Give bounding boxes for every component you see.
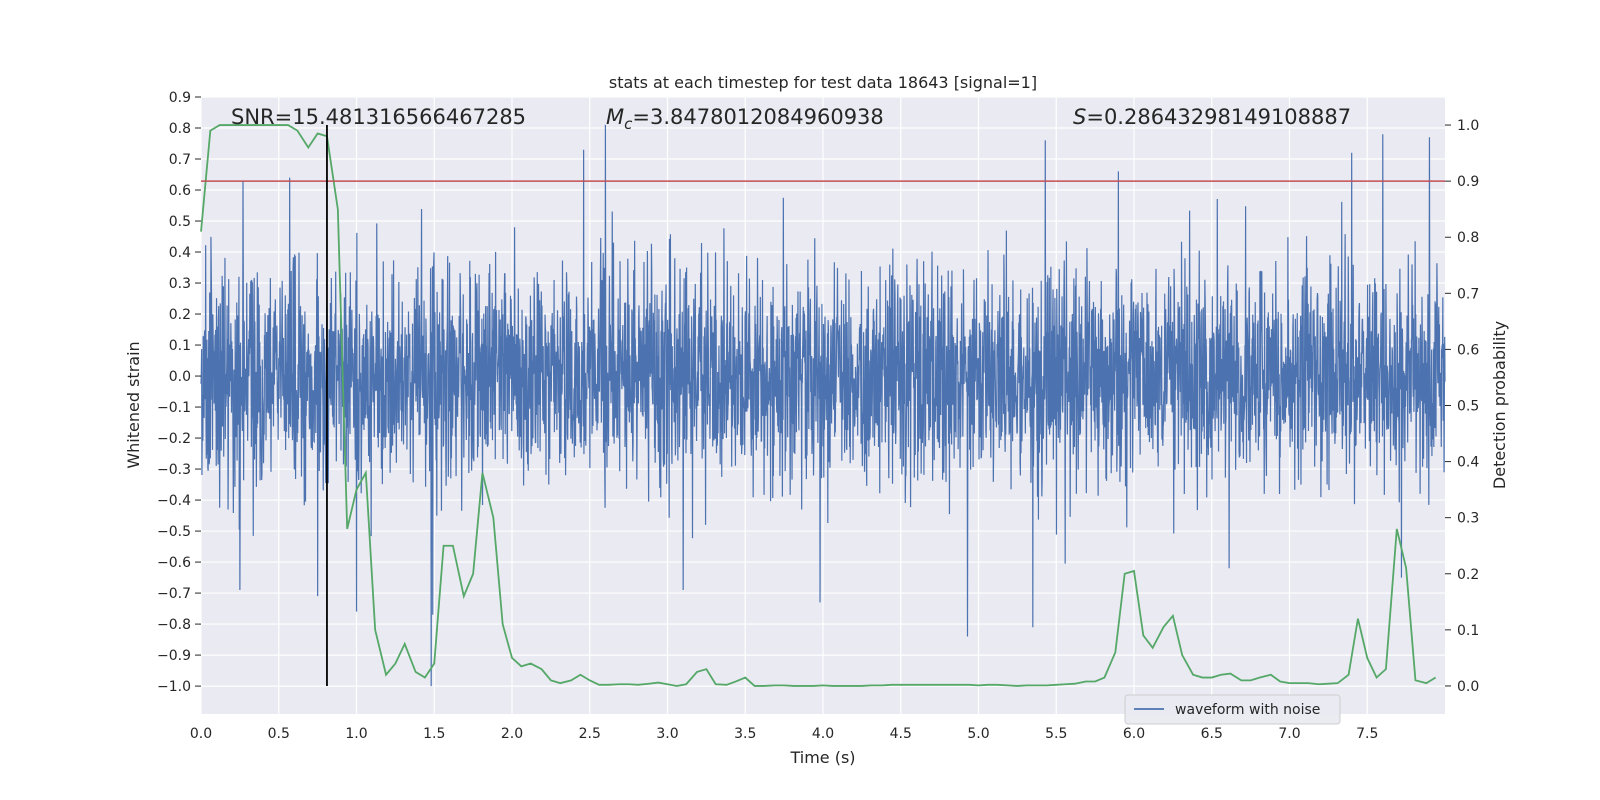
spin-annotation: S=0.28643298149108887 [1073,105,1351,129]
y-left-tick-label: −0.4 [157,493,191,509]
probability-line [200,124,1437,687]
y-right-tick-label: 0.3 [1457,511,1479,527]
y-axis-right-label: Detection probability [1490,321,1509,489]
x-tick-label: 7.0 [1278,726,1300,742]
x-axis-ticks: 0.0 0.5 1.0 1.5 2.0 2.5 3.0 3.5 4.0 4.5 5.0 5.5 6.0 6… [190,726,1379,742]
y-axis-right-ticks: 1.0 0.9 0.8 0.7 0.6 0.5 0.4 0.3 0.2 0.1 0.0 [1445,118,1479,695]
y-left-tick-label: −0.9 [157,648,191,664]
y-left-tick-label: 0.4 [169,245,191,261]
y-left-tick-label: 0.7 [169,152,191,168]
x-tick-label: 5.5 [1045,726,1067,742]
y-right-tick-label: 1.0 [1457,118,1479,134]
probability-series [200,124,1437,687]
x-tick-label: 4.5 [890,726,912,742]
y-left-tick-label: 0.6 [169,183,191,199]
y-left-tick-label: 0.1 [169,338,191,354]
y-right-tick-label: 0.1 [1457,623,1479,639]
legend-label: waveform with noise [1175,702,1320,718]
chirp-mass-symbol: M [606,105,624,129]
reference-lines [201,125,1445,686]
y-right-tick-label: 0.2 [1457,567,1479,583]
y-right-tick-label: 0.4 [1457,455,1479,471]
x-tick-label: 6.5 [1201,726,1223,742]
y-right-tick-label: 0.7 [1457,286,1479,302]
x-tick-label: 0.0 [190,726,212,742]
y-left-tick-label: 0.5 [169,214,191,230]
x-tick-label: 4.0 [812,726,834,742]
y-left-tick-label: −0.7 [157,586,191,602]
legend: waveform with noise [1124,694,1341,725]
y-right-tick-label: 0.5 [1457,399,1479,415]
x-tick-label: 1.5 [423,726,445,742]
waveform-series [200,124,1446,687]
chirp-mass-annotation: Mc=3.8478012084960938 [606,105,884,133]
y-left-tick-label: 0.0 [169,369,191,385]
x-axis-label: Time (s) [789,748,855,767]
y-left-tick-label: −0.1 [157,400,191,416]
x-tick-label: 5.0 [967,726,989,742]
y-left-tick-label: −0.3 [157,462,191,478]
spin-symbol: S [1073,105,1086,129]
y-left-tick-label: −0.2 [157,431,191,447]
y-left-tick-label: −0.8 [157,617,191,633]
y-left-tick-label: −0.6 [157,555,191,571]
y-left-tick-label: 0.8 [169,121,191,137]
chirp-mass-subscript: c [624,115,633,133]
y-right-tick-label: 0.8 [1457,230,1479,246]
x-tick-label: 2.5 [579,726,601,742]
spin-value: =0.28643298149108887 [1086,105,1351,129]
y-right-tick-label: 0.6 [1457,342,1479,358]
waveform-line [200,124,1446,687]
x-tick-label: 2.0 [501,726,523,742]
snr-annotation: SNR=15.481316566467285 [231,105,526,129]
y-right-tick-label: 0.0 [1457,679,1479,695]
y-left-tick-label: −1.0 [157,679,191,695]
y-left-tick-label: 0.2 [169,307,191,323]
x-tick-label: 7.5 [1356,726,1378,742]
y-right-tick-label: 0.9 [1457,174,1479,190]
x-tick-label: 6.0 [1123,726,1145,742]
y-left-tick-label: 0.9 [169,90,191,106]
legend-box [1124,694,1341,725]
y-left-tick-label: 0.3 [169,276,191,292]
x-tick-label: 1.0 [345,726,367,742]
x-tick-label: 0.5 [268,726,290,742]
chart-title: stats at each timestep for test data 186… [609,73,1037,92]
x-tick-label: 3.5 [734,726,756,742]
y-left-tick-label: −0.5 [157,524,191,540]
chirp-mass-value: =3.8478012084960938 [632,105,883,129]
y-axis-left-ticks: 0.9 0.8 0.7 0.6 0.5 0.4 0.3 0.2 0.1 0.0 −0.1 −0.2 −0… [157,90,201,695]
x-tick-label: 3.0 [656,726,678,742]
y-axis-left-label: Whitened strain [124,341,143,468]
